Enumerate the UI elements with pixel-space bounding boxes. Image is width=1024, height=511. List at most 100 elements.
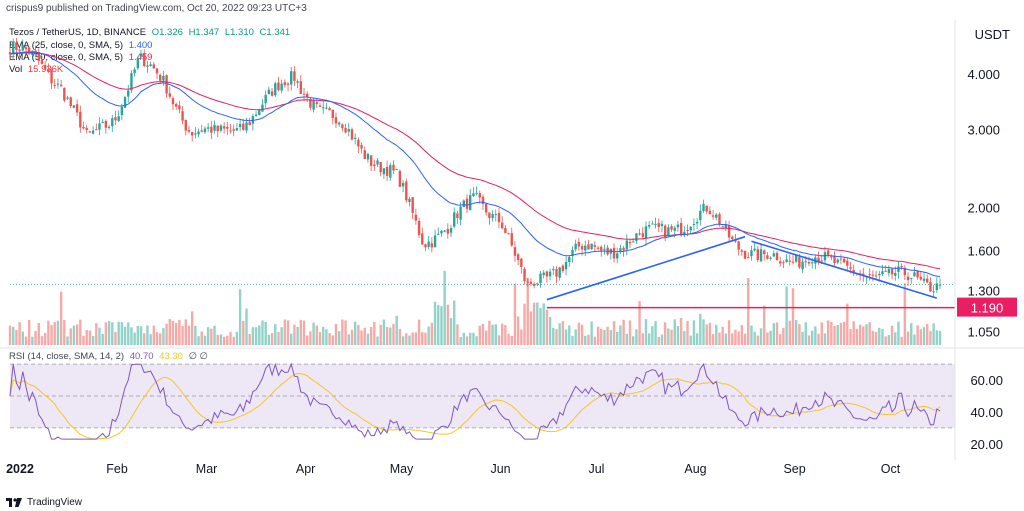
candle-body <box>638 233 641 235</box>
volume-bar <box>628 320 632 345</box>
volume-bar <box>312 322 315 345</box>
candle-body <box>906 276 910 281</box>
candle-body <box>245 122 248 131</box>
candle-body <box>747 257 750 259</box>
volume-bar <box>488 320 491 345</box>
volume-bar <box>766 332 769 345</box>
volume-bar <box>382 319 386 345</box>
candle-body <box>75 104 79 113</box>
candle-body <box>187 129 191 132</box>
volume-bar <box>596 326 600 345</box>
volume-bar <box>395 315 398 345</box>
volume-bar <box>453 300 456 345</box>
volume-bar <box>737 331 740 345</box>
volume-bar <box>165 323 168 345</box>
volume-bar <box>462 332 466 345</box>
candle-body <box>171 98 175 105</box>
volume-bar <box>529 311 533 345</box>
candle-body <box>59 84 63 87</box>
volume-bar <box>414 332 418 345</box>
volume-bar <box>747 278 750 345</box>
time-tick-label: 2022 <box>6 462 34 476</box>
time-tick-label: May <box>390 462 414 476</box>
price-tick-label: 1.050 <box>967 325 1000 340</box>
candle-body <box>804 261 807 263</box>
volume-bar <box>743 333 747 345</box>
candle-body <box>756 249 760 261</box>
candle-body <box>213 124 216 131</box>
volume-bar <box>740 325 744 345</box>
volume-bar <box>660 334 664 345</box>
candle-body <box>862 273 865 276</box>
candle-body <box>456 213 459 219</box>
volume-bar <box>75 324 79 345</box>
volume-bar <box>504 325 507 345</box>
volume-bar <box>625 333 629 345</box>
candle-body <box>267 89 271 95</box>
rsi-legend[interactable]: RSI (14, close, SMA, 14, 2) 40.70 43.30 … <box>9 351 211 362</box>
tradingview-footer[interactable]: TradingView <box>6 497 82 508</box>
volume-bar <box>810 330 814 345</box>
volume-bar <box>571 335 574 345</box>
volume-bar <box>376 336 379 345</box>
candle-body <box>197 131 200 135</box>
candle-body <box>871 274 875 276</box>
candle-body <box>513 247 517 256</box>
volume-bar <box>139 326 143 345</box>
candle-body <box>449 228 453 233</box>
candle-body <box>27 47 31 54</box>
volume-bar <box>727 320 731 345</box>
candle-body <box>21 45 24 51</box>
volume-bar <box>520 329 523 345</box>
volume-bar <box>366 333 370 345</box>
candle-body <box>18 49 21 52</box>
candle-body <box>721 226 724 228</box>
volume-bar <box>190 311 194 345</box>
candle-body <box>779 261 782 264</box>
candle-body <box>47 68 50 72</box>
volume-legend[interactable]: Vol 15.936K <box>9 64 66 75</box>
volume-bar <box>759 328 763 345</box>
candle-body <box>334 117 338 124</box>
candle-body <box>299 81 303 94</box>
candle-body <box>759 249 763 262</box>
candle-body <box>596 247 600 249</box>
candle-body <box>318 105 322 107</box>
volume-bar <box>577 322 581 345</box>
trendline-2 <box>751 240 938 299</box>
candle-body <box>258 110 261 115</box>
volume-bar <box>127 322 130 345</box>
candle-body <box>417 221 421 236</box>
support-price-tag <box>957 297 1017 317</box>
candle-body <box>571 250 574 256</box>
ema50-legend[interactable]: EMA (50, close, 0, SMA, 5) 1.459 <box>9 52 155 63</box>
candle-body <box>548 271 552 277</box>
volume-bar <box>43 332 47 345</box>
candle-body <box>111 118 114 127</box>
volume-bar <box>357 325 360 345</box>
candle-body <box>568 257 571 263</box>
volume-bar <box>472 332 475 345</box>
volume-bar <box>833 325 836 345</box>
volume-bar <box>232 336 235 345</box>
candle-body <box>510 233 513 246</box>
volume-bar <box>890 325 894 345</box>
symbol-legend[interactable]: Tezos / TetherUS, 1D, BINANCE O1.326 H1.… <box>9 27 293 38</box>
volume-bar <box>606 326 609 345</box>
candle-body <box>405 181 408 201</box>
candle-body <box>526 281 529 283</box>
ema25-legend[interactable]: EMA (25, close, 0, SMA, 5) 1.400 <box>9 40 155 51</box>
candle-body <box>178 105 181 110</box>
volume-bar <box>31 336 34 345</box>
volume-bar <box>756 335 760 345</box>
volume-bar <box>814 326 817 345</box>
candle-body <box>85 127 88 130</box>
candle-body <box>529 281 533 284</box>
volume-bar <box>715 324 718 345</box>
candle-body <box>264 94 267 104</box>
support-price-label: 1.190 <box>971 301 1004 316</box>
candle-body <box>782 262 785 264</box>
candle-body <box>481 196 485 204</box>
volume-bar <box>868 322 871 345</box>
